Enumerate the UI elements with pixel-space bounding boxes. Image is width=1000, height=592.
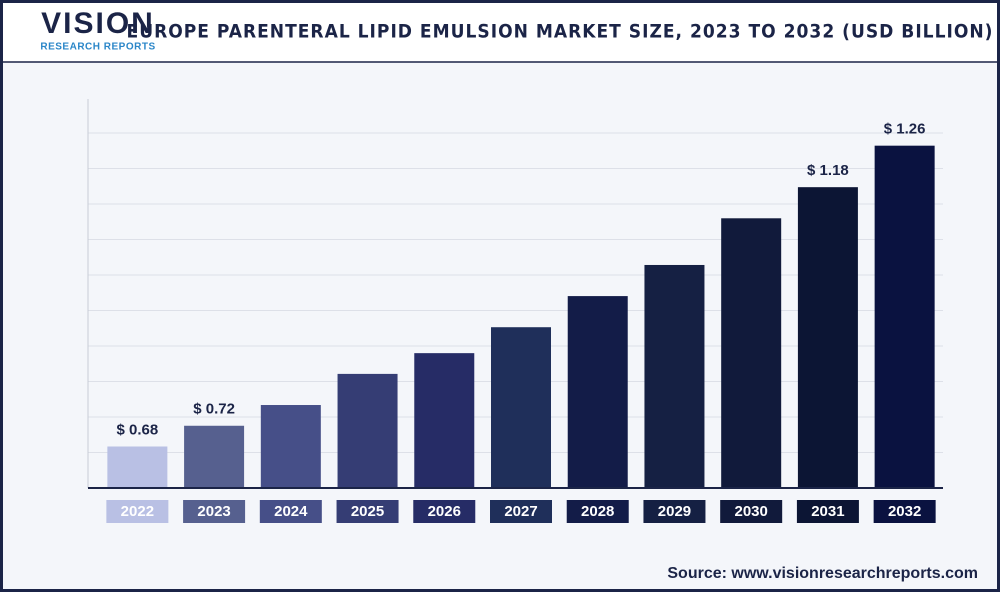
x-tick-label: 2030 [734, 503, 767, 520]
brand-name: VISION [41, 7, 155, 40]
header [0, 0, 1000, 62]
source: Source: www.visionresearchreports.com [667, 565, 978, 582]
category-box [413, 500, 476, 523]
bar [414, 353, 475, 488]
bar [491, 327, 551, 488]
bar [721, 218, 782, 488]
category-box [336, 500, 399, 523]
bar [874, 145, 935, 488]
x-tick-label: 2029 [658, 503, 691, 520]
bar [567, 296, 628, 488]
x-tick-label: 2024 [274, 503, 308, 520]
x-tick-label: 2022 [121, 503, 154, 520]
category-box [873, 500, 936, 523]
bar [797, 187, 858, 488]
x-tick-label: 2025 [351, 503, 384, 520]
x-tick-label: 2026 [428, 503, 461, 520]
x-tick-label: 2028 [581, 503, 614, 520]
category-box [106, 500, 169, 523]
category-box [796, 500, 859, 523]
category-box [720, 500, 783, 523]
bar [184, 425, 245, 488]
bar [644, 264, 705, 488]
category-box [183, 500, 246, 523]
value-label: $ 0.68 [117, 421, 159, 438]
chart-title: EUROPE PARENTERAL LIPID EMULSION MARKET … [127, 21, 994, 43]
category-box [643, 500, 706, 523]
bar [337, 373, 398, 488]
category-box [490, 500, 552, 523]
value-label: $ 1.26 [884, 121, 926, 138]
x-tick-label: 2031 [811, 503, 844, 520]
bar [107, 446, 168, 488]
brand-tagline: RESEARCH REPORTS [40, 42, 155, 53]
category-box [259, 500, 322, 523]
x-tick-label: 2023 [197, 503, 230, 520]
value-label: $ 1.18 [807, 162, 849, 179]
x-tick-label: 2027 [504, 503, 537, 520]
value-label: $ 0.72 [193, 401, 235, 418]
category-box [566, 500, 629, 523]
bar [260, 405, 321, 488]
x-tick-label: 2032 [888, 503, 921, 520]
